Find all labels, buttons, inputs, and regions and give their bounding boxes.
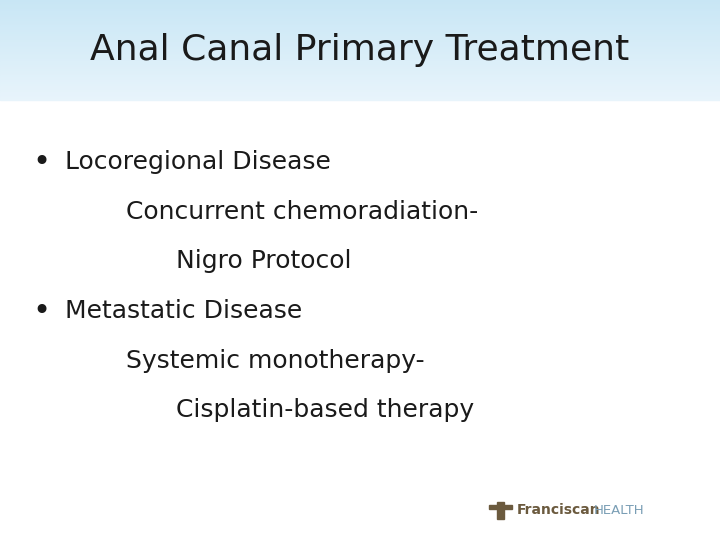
Bar <box>0 40 720 41</box>
Bar <box>0 25 720 26</box>
Bar <box>0 41 720 43</box>
Bar <box>0 43 720 44</box>
Bar <box>489 505 512 509</box>
Bar <box>0 21 720 23</box>
Bar <box>0 64 720 65</box>
Bar <box>0 66 720 68</box>
Bar <box>0 93 720 95</box>
Bar <box>0 3 720 4</box>
Bar <box>0 15 720 16</box>
Text: Systemic monotherapy-: Systemic monotherapy- <box>126 349 425 373</box>
Bar <box>0 46 720 48</box>
Bar <box>0 80 720 81</box>
Bar <box>0 51 720 52</box>
Text: HEALTH: HEALTH <box>593 504 644 517</box>
Bar <box>0 24 720 25</box>
Text: Nigro Protocol: Nigro Protocol <box>176 249 352 273</box>
Bar <box>0 97 720 99</box>
Bar <box>0 99 720 100</box>
Bar <box>0 91 720 92</box>
Bar <box>0 35 720 36</box>
Bar <box>0 56 720 57</box>
Bar <box>0 19 720 20</box>
Bar <box>0 53 720 55</box>
Bar <box>0 39 720 40</box>
Text: Concurrent chemoradiation-: Concurrent chemoradiation- <box>126 200 478 224</box>
Bar <box>0 30 720 31</box>
Bar <box>0 76 720 77</box>
Bar <box>0 70 720 71</box>
Bar <box>0 69 720 70</box>
Bar <box>0 57 720 59</box>
Bar <box>0 71 720 72</box>
Bar <box>0 16 720 17</box>
Bar <box>0 86 720 87</box>
Bar <box>0 89 720 90</box>
Bar <box>0 96 720 97</box>
Bar <box>497 502 504 519</box>
Text: Locoregional Disease: Locoregional Disease <box>65 150 330 174</box>
Bar <box>0 77 720 79</box>
Bar <box>0 50 720 51</box>
Bar <box>0 36 720 37</box>
Bar <box>0 44 720 45</box>
Bar <box>0 92 720 93</box>
Bar <box>0 11 720 12</box>
Bar <box>0 10 720 11</box>
Bar <box>0 1 720 3</box>
Text: Franciscan: Franciscan <box>516 503 600 517</box>
Bar <box>0 52 720 53</box>
Bar <box>0 60 720 61</box>
Bar <box>0 28 720 29</box>
Bar <box>0 61 720 63</box>
Bar <box>0 63 720 64</box>
Bar <box>0 79 720 80</box>
Bar <box>0 95 720 96</box>
Bar <box>0 48 720 49</box>
Bar <box>0 73 720 75</box>
Bar <box>0 9 720 10</box>
Bar <box>0 29 720 30</box>
Bar <box>0 4 720 5</box>
Bar <box>0 32 720 33</box>
Bar <box>0 59 720 60</box>
Bar <box>0 87 720 89</box>
Bar <box>0 72 720 73</box>
Bar <box>0 85 720 86</box>
Bar <box>0 6 720 8</box>
Text: Anal Canal Primary Treatment: Anal Canal Primary Treatment <box>91 33 629 67</box>
Bar <box>0 33 720 35</box>
Bar <box>0 17 720 19</box>
Text: Cisplatin-based therapy: Cisplatin-based therapy <box>176 399 474 422</box>
Bar <box>0 14 720 15</box>
Bar <box>0 90 720 91</box>
Bar <box>0 20 720 21</box>
Bar <box>0 65 720 66</box>
Bar <box>0 26 720 28</box>
Bar <box>0 68 720 69</box>
Bar <box>0 75 720 76</box>
Text: •: • <box>32 147 50 177</box>
Text: •: • <box>32 296 50 326</box>
Bar <box>0 81 720 83</box>
Bar <box>0 49 720 50</box>
Bar <box>0 83 720 84</box>
Bar <box>0 23 720 24</box>
Bar <box>0 55 720 56</box>
Bar <box>0 45 720 46</box>
Bar <box>0 12 720 14</box>
Bar <box>0 84 720 85</box>
Bar <box>0 37 720 39</box>
Bar <box>0 8 720 9</box>
Bar <box>0 31 720 32</box>
Bar <box>0 5 720 6</box>
Text: Metastatic Disease: Metastatic Disease <box>65 299 302 323</box>
Bar <box>0 0 720 1</box>
